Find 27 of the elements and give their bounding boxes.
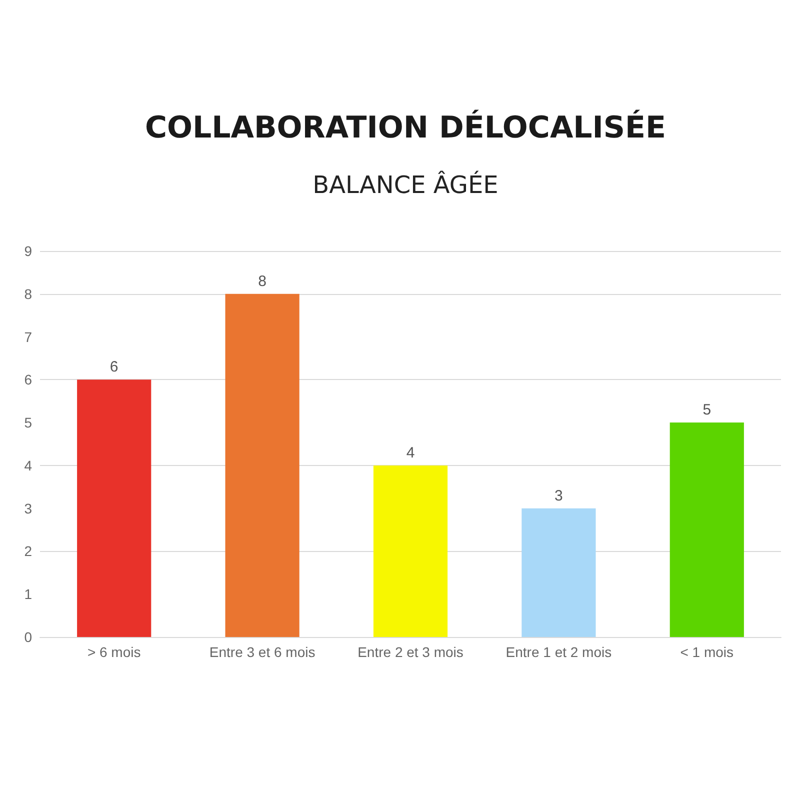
y-tick-label: 7	[24, 328, 32, 345]
y-tick-label: 5	[24, 414, 32, 431]
data-label: 4	[406, 444, 415, 462]
y-tick-label: 4	[24, 457, 32, 474]
y-tick-label: 8	[24, 286, 32, 302]
chart-title: COLLABORATION DÉLOCALISÉE	[144, 110, 666, 146]
bar	[373, 465, 448, 637]
x-tick-label: Entre 2 et 3 mois	[358, 644, 464, 660]
x-tick-label: Entre 3 et 6 mois	[209, 644, 316, 660]
bar	[77, 380, 152, 637]
x-tick-label: > 6 mois	[87, 644, 141, 660]
y-tick-label: 2	[24, 543, 32, 560]
y-tick-label: 9	[24, 243, 32, 259]
x-tick-label: < 1 mois	[680, 644, 734, 660]
data-label: 6	[110, 358, 118, 376]
y-tick-label: 6	[24, 372, 32, 388]
x-tick-label: Entre 1 et 2 mois	[506, 644, 612, 660]
bar	[522, 508, 596, 637]
bar	[225, 294, 300, 637]
bar	[670, 422, 744, 637]
y-tick-label: 1	[24, 586, 32, 602]
y-tick-label: 0	[24, 629, 32, 645]
data-label: 3	[554, 487, 563, 504]
y-tick-label: 3	[24, 500, 32, 516]
chart-subtitle: BALANCE ÂGÉE	[312, 170, 498, 199]
data-label: 5	[702, 402, 712, 419]
data-label: 8	[258, 272, 266, 290]
